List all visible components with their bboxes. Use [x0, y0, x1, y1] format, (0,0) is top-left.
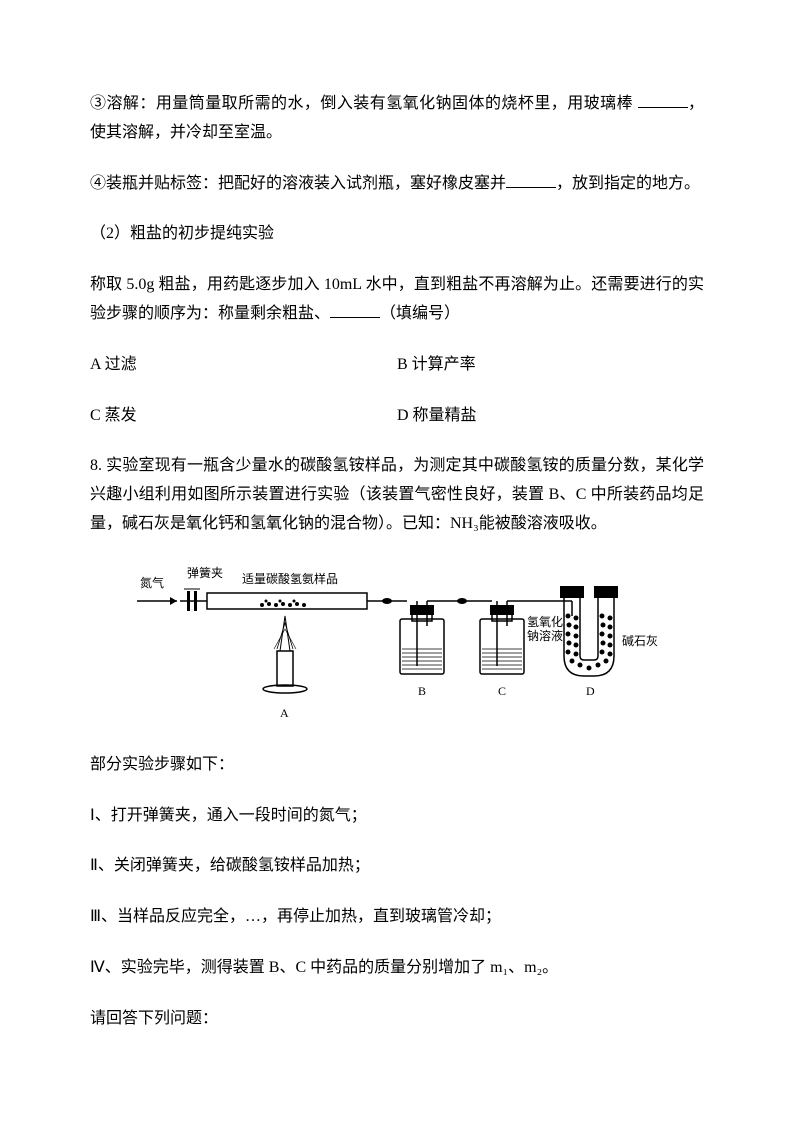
options-row-1: A 过滤 B 计算产率 [90, 351, 704, 380]
blank-label [506, 172, 556, 188]
label-sample: 适量碳酸氢氨样品 [242, 569, 338, 591]
para-question8: 8. 实验室现有一瓶含少量水的碳酸氢铵样品，为测定其中碳酸氢铵的质量分数，某化学… [90, 452, 704, 538]
label-c: C [498, 681, 506, 703]
para-bottle-text1: ④装瓶并贴标签：把配好的溶液装入试剂瓶，塞好橡皮塞并 [90, 175, 506, 192]
option-d: D 称量精盐 [397, 402, 704, 431]
apparatus-diagram-container: 氮气 弹簧夹 适量碳酸氢氨样品 氢氧化钠溶液 碱石灰 A B C D [90, 561, 704, 731]
para-section2: （2）粗盐的初步提纯实验 [90, 220, 704, 249]
para-q8-text: 8. 实验室现有一瓶含少量水的碳酸氢铵样品，为测定其中碳酸氢铵的质量分数，某化学… [90, 457, 704, 532]
label-naoh: 氢氧化钠溶液 [527, 615, 569, 644]
para-salt: 称取 5.0g 粗盐，用药匙逐步加入 10mL 水中，直到粗盐不再溶解为止。还需… [90, 271, 704, 329]
para-step1: Ⅰ、打开弹簧夹，通入一段时间的氮气； [90, 802, 704, 831]
apparatus-diagram: 氮气 弹簧夹 适量碳酸氢氨样品 氢氧化钠溶液 碱石灰 A B C D [132, 561, 662, 731]
label-spring-clip: 弹簧夹 [187, 563, 223, 585]
label-a: A [280, 703, 289, 725]
label-d: D [586, 681, 595, 703]
para-finale: 请回答下列问题： [90, 1005, 704, 1034]
options-row-2: C 蒸发 D 称量精盐 [90, 402, 704, 431]
para-dissolve-text1: ③溶解：用量筒量取所需的水，倒入装有氢氧化钠固体的烧杯里，用玻璃棒 [90, 95, 633, 112]
para-steps-intro: 部分实验步骤如下： [90, 751, 704, 780]
para-bottle-text2: ，放到指定的地方。 [556, 175, 700, 192]
para-salt-text2: （填编号） [380, 305, 460, 322]
option-b: B 计算产率 [397, 351, 704, 380]
option-a: A 过滤 [90, 351, 397, 380]
para-step4: Ⅳ、实验完毕，测得装置 B、C 中药品的质量分别增加了 m₁、m₂。 [90, 954, 704, 983]
label-soda-lime: 碱石灰 [622, 631, 658, 653]
label-nitrogen: 氮气 [140, 573, 164, 595]
para-dissolve: ③溶解：用量筒量取所需的水，倒入装有氢氧化钠固体的烧杯里，用玻璃棒 ，使其溶解，… [90, 90, 704, 148]
label-b: B [418, 681, 426, 703]
para-bottle: ④装瓶并贴标签：把配好的溶液装入试剂瓶，塞好橡皮塞并 ，放到指定的地方。 [90, 170, 704, 199]
blank-stir [638, 92, 688, 108]
para-step2: Ⅱ、关闭弹簧夹，给碳酸氢铵样品加热； [90, 852, 704, 881]
option-c: C 蒸发 [90, 402, 397, 431]
blank-steps [330, 302, 380, 318]
para-step3: Ⅲ、当样品反应完全，…，再停止加热，直到玻璃管冷却； [90, 903, 704, 932]
